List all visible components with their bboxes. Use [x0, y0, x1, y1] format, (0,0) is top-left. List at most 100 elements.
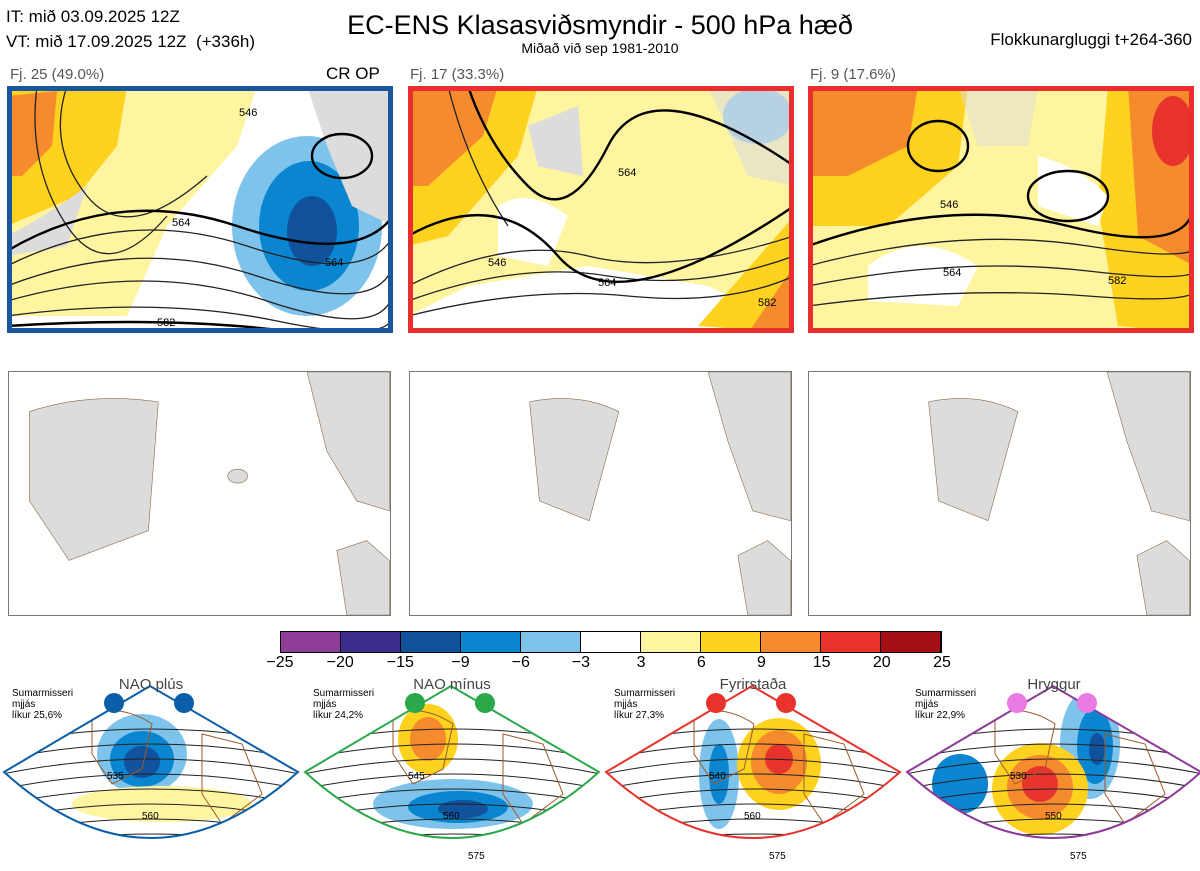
regime-note-line: líkur 27,3% — [614, 710, 665, 721]
colorbar — [280, 631, 942, 653]
c3-contours-bold — [808, 119, 1194, 248]
colorbar-tick-label: −25 — [266, 654, 294, 671]
lower-map-3 — [808, 371, 1191, 616]
colorbar-tick-label: 15 — [812, 654, 831, 671]
regime-note-line: mjjás — [12, 699, 36, 710]
regime-note: Sumarmisseri mjjás líkur 24,2% — [313, 688, 374, 721]
regime-note-line: líkur 25,6% — [12, 710, 63, 721]
c1-label-582: 582 — [157, 317, 175, 329]
regime-panel: 535 560 NAO plús Sumarmisseri mjjás líkur 25,… — [2, 674, 300, 871]
regime-map: 535 560 — [2, 684, 300, 864]
regime-contour — [4, 833, 298, 838]
regime-title: Fyrirstaða — [719, 676, 787, 693]
colorbar-swatch — [881, 632, 941, 652]
regime-anomaly — [709, 744, 729, 804]
regime-contour — [305, 758, 599, 775]
regime-contour-label: 575 — [1070, 851, 1087, 862]
cluster-2-map: 564 546 564 582 — [408, 86, 794, 333]
regime-contour — [907, 773, 1200, 790]
regime-marker-dot — [1077, 693, 1097, 713]
cluster-1-label: Fj. 25 (49.0%) — [10, 66, 105, 83]
c3-border — [808, 86, 1194, 333]
regime-contour — [606, 758, 900, 775]
regime-contour — [4, 773, 298, 790]
regime-note-line: líkur 24,2% — [313, 710, 364, 721]
regime-contour — [305, 788, 599, 805]
regime-note-line: mjjás — [614, 699, 638, 710]
regime-anomaly — [1022, 766, 1058, 802]
regime-note-line: Sumarmisseri — [614, 688, 676, 699]
colorbar-tick-label: −15 — [386, 654, 414, 671]
regime-contour — [4, 743, 298, 760]
regime-anomaly — [932, 754, 988, 814]
c1-border — [7, 86, 393, 333]
regime-frame — [604, 684, 902, 839]
regime-frame — [303, 684, 601, 839]
c3-label-564: 564 — [943, 267, 961, 279]
regime-contour — [604, 849, 902, 864]
regime-note-line: Sumarmisseri — [313, 688, 375, 699]
colorbar-tick-label: 3 — [636, 654, 646, 671]
regime-note: Sumarmisseri mjjás líkur 25,6% — [12, 688, 73, 721]
regime-contour — [2, 849, 300, 864]
regime-contour — [4, 758, 298, 775]
regime-panel: 545 560 575 NAO mínus Sumarmisseri mjjás líkur… — [303, 674, 601, 871]
regime-contour-label: 535 — [107, 771, 124, 782]
regime-marker-dot — [475, 693, 495, 713]
colorbar-tick-label: −6 — [511, 654, 530, 671]
c3-anomaly-pos6 — [1152, 96, 1194, 166]
colorbar-swatch — [581, 632, 641, 652]
c2-label-582: 582 — [758, 297, 776, 309]
c2-anomaly-pos5 — [748, 266, 794, 333]
regime-marker-dot — [174, 693, 194, 713]
regime-contour-label: 540 — [709, 771, 726, 782]
c2-label-564: 564 — [618, 167, 636, 179]
regime-map: 540 560 575 — [604, 684, 902, 864]
cluster-2-label: Fj. 17 (33.3%) — [410, 66, 505, 83]
regime-panel: 530 550 575 Hryggur Sumarmisseri mjjás líkur 2… — [905, 674, 1200, 871]
regime-contour — [905, 849, 1200, 864]
regime-map: 530 550 575 — [905, 684, 1200, 864]
regime-contour-label: 560 — [443, 811, 460, 822]
c3-label-582: 582 — [1108, 275, 1126, 287]
colorbar-swatch — [761, 632, 821, 652]
colorbar-tick-label: 6 — [696, 654, 706, 671]
c3-label-546: 546 — [940, 199, 958, 211]
regime-frame — [905, 684, 1200, 839]
c1-contours-bold — [7, 132, 393, 333]
regime-marker-dot — [104, 693, 124, 713]
regime-anomaly — [1015, 849, 1051, 859]
c3-land — [958, 86, 1038, 146]
colorbar-tick-label: 20 — [872, 654, 891, 671]
c2-border — [408, 86, 794, 333]
regime-marker-dot — [405, 693, 425, 713]
colorbar-swatch — [701, 632, 761, 652]
colorbar-tick-label: −3 — [571, 654, 591, 671]
regime-contour — [606, 833, 900, 838]
regime-contour — [305, 773, 599, 790]
regime-marker-dot — [1007, 693, 1027, 713]
c2-land — [528, 106, 583, 176]
colorbar-swatch — [461, 632, 521, 652]
c1-land — [7, 186, 87, 256]
cluster-1-tag: CR OP — [326, 64, 380, 83]
regime-contour-label: 545 — [408, 771, 425, 782]
regime-contour — [303, 849, 601, 864]
regime-contour-label: 530 — [1010, 771, 1027, 782]
regime-panels: 535 560 NAO plús Sumarmisseri mjjás líkur 25,… — [0, 674, 1200, 871]
lower-map-2 — [409, 371, 792, 616]
c3-anomaly-pos3 — [808, 86, 918, 176]
c2-contours-bold — [408, 86, 794, 283]
header-info: IT: mið 03.09.2025 12Z VT: mið 17.09.202… — [6, 4, 255, 54]
regime-map: 545 560 575 — [303, 684, 601, 864]
regime-title: NAO plús — [118, 676, 184, 693]
regime-contour — [606, 788, 900, 805]
lower-map-1 — [8, 371, 391, 616]
regime-marker-dot — [706, 693, 726, 713]
c2-contours — [408, 86, 794, 317]
regime-marker-dot — [776, 693, 796, 713]
regime-note-line: líkur 22,9% — [915, 710, 966, 721]
colorbar-tick-label: −9 — [451, 654, 470, 671]
c2-anomaly-pos3 — [408, 86, 498, 186]
regime-note-line: Sumarmisseri — [12, 688, 74, 699]
